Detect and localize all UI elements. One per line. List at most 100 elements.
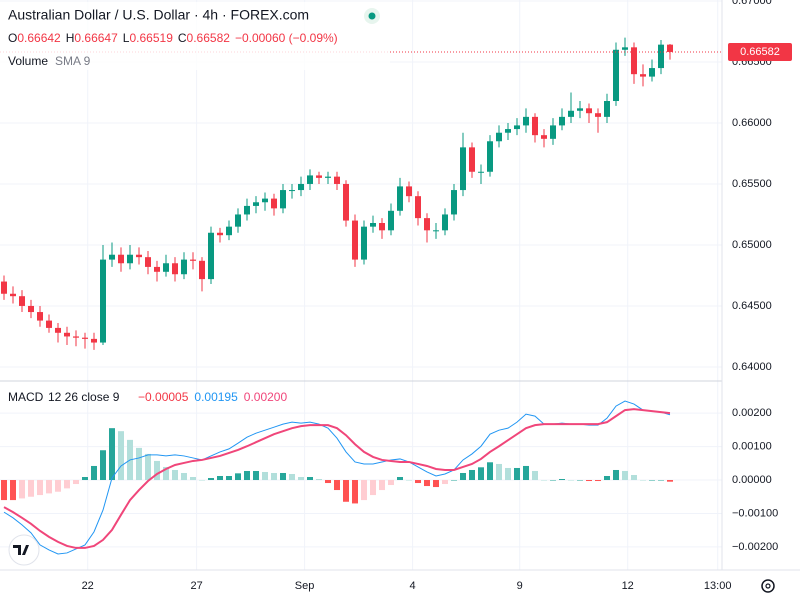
macd-histogram-bar	[577, 480, 583, 481]
logo-mark	[13, 545, 29, 555]
macd-histogram-bar	[631, 475, 637, 481]
y-tick-label: 0.65000	[732, 239, 772, 251]
macd-histogram-bar	[361, 480, 367, 501]
macd-histogram-bar	[622, 470, 628, 481]
candle-body	[109, 254, 115, 260]
macd-value: 0.00200	[244, 390, 288, 404]
macd-histogram-bar	[262, 471, 268, 481]
macd-label: MACD	[8, 390, 44, 404]
candle-body	[226, 226, 232, 236]
candle-body	[397, 186, 403, 211]
candle-body	[469, 147, 475, 172]
x-tick-label: 27	[190, 580, 202, 592]
plot-area	[0, 37, 722, 555]
macd-histogram-bar	[1, 480, 7, 501]
candle-body	[91, 338, 97, 343]
candle-body	[424, 218, 430, 231]
y-tick-label: 0.00200	[732, 407, 772, 419]
candle-body	[586, 108, 592, 114]
macd-histogram-bar	[370, 480, 376, 496]
macd-histogram-bar	[118, 431, 124, 481]
candle-body	[334, 176, 340, 184]
axes: 0.64000 0.64500 0.65000 0.65500 0.66000 0.665…	[82, 0, 792, 592]
market-status-dot	[368, 12, 376, 20]
settings-icon[interactable]	[761, 579, 775, 593]
candle-body	[244, 205, 250, 215]
y-tick-label: 0.00100	[732, 440, 772, 452]
candle-body	[280, 190, 286, 209]
candle-body	[622, 47, 628, 50]
y-tick-label: 0.67000	[732, 0, 772, 7]
volume-params: SMA 9	[55, 54, 91, 68]
macd-histogram-bar	[550, 480, 556, 481]
header: Australian Dollar / U.S. Dollar · 4h · F…	[0, 2, 390, 70]
macd-histogram-bar	[343, 480, 349, 502]
macd-histogram-bar	[46, 480, 52, 494]
macd-histogram-bar	[433, 480, 439, 488]
candle-body	[478, 171, 484, 173]
macd-histogram-bar	[613, 469, 619, 481]
candle-body	[451, 190, 457, 215]
x-tick-label: 22	[82, 580, 94, 592]
candle-body	[100, 259, 106, 343]
candle-body	[388, 210, 394, 231]
macd-histogram-bar	[415, 480, 421, 484]
candle-body	[514, 125, 520, 130]
candle-body	[487, 141, 493, 172]
candle-body	[19, 296, 25, 306]
macd-histogram-bar	[100, 450, 106, 481]
macd-histogram-bar	[181, 472, 187, 481]
ohlc-value: 0.66519	[129, 31, 173, 45]
y-tick-label: 0.65500	[732, 178, 772, 190]
candle-body	[181, 259, 187, 275]
ohlc-value: 0.66642	[17, 31, 61, 45]
candle-body	[28, 305, 34, 313]
candle-body	[613, 49, 619, 102]
candle-body	[136, 254, 142, 258]
candle-body	[127, 254, 133, 264]
macd-histogram-bar	[325, 480, 331, 484]
macd-params: 12 26 close 9	[48, 390, 120, 404]
macd-histogram-bar	[154, 460, 160, 481]
macd-histogram-bar	[667, 480, 673, 482]
y-tick-label: −0.00100	[732, 507, 778, 519]
candle-body	[55, 327, 61, 333]
macd-histogram-bar	[442, 480, 448, 485]
macd-histogram-bar	[289, 473, 295, 481]
candle-body	[73, 336, 79, 338]
ohlc-key: C	[178, 31, 187, 45]
ohlc-key: H	[66, 31, 75, 45]
macd-histogram-bar	[217, 476, 223, 481]
macd-histogram-bar	[136, 447, 142, 481]
candle-body	[460, 147, 466, 191]
macd-histogram-bar	[91, 465, 97, 481]
macd-histogram-bar	[604, 476, 610, 481]
macd-histogram-bar	[388, 480, 394, 486]
candle-body	[415, 196, 421, 219]
macd-histogram-bar	[505, 467, 511, 481]
tv-logo[interactable]	[8, 534, 40, 566]
y-tick-label: 0.00000	[732, 474, 772, 486]
ohlc-legend: O 0.66642 H 0.66647 L 0.66519 C 0.66582 −0.00060…	[8, 31, 338, 45]
ohlc-value: 0.66647	[74, 31, 118, 45]
candle-body	[208, 232, 214, 280]
macd-histogram-bar	[316, 479, 322, 481]
candle-body	[10, 293, 16, 297]
candle-body	[658, 44, 664, 69]
macd-histogram-bar	[271, 472, 277, 481]
candle-body	[37, 312, 43, 321]
symbol-title: Australian Dollar / U.S. Dollar · 4h · F…	[8, 7, 309, 23]
candle-body	[289, 190, 295, 192]
macd-histogram-bar	[649, 480, 655, 481]
macd-histogram-bar	[172, 469, 178, 481]
candle-body	[235, 214, 241, 227]
macd-histogram-bar	[595, 480, 601, 482]
header-bg	[0, 2, 390, 70]
x-tick-label: 4	[410, 580, 416, 592]
last-price-label: 0.66582	[740, 46, 780, 58]
macd-signal-line	[3, 408, 671, 549]
candle-body	[595, 113, 601, 117]
candle-body	[496, 132, 502, 142]
price-change: −0.00060 (−0.09%)	[235, 31, 338, 45]
macd-histogram-bar	[478, 467, 484, 481]
